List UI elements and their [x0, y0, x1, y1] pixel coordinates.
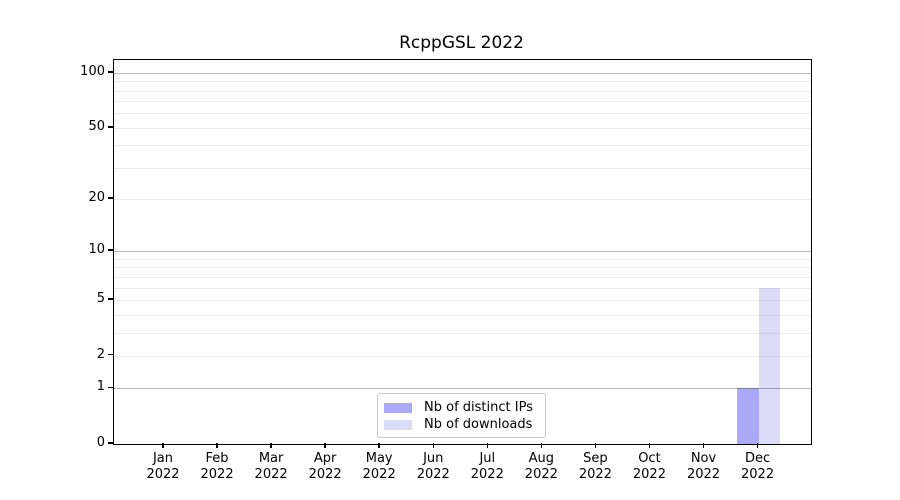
y-gridline-minor — [114, 127, 811, 129]
x-tick-label: May 2022 — [362, 451, 396, 482]
y-gridline-minor — [114, 113, 811, 115]
x-tick-label: Jul 2022 — [470, 451, 504, 482]
y-tick — [108, 442, 113, 444]
y-gridline-minor — [114, 101, 811, 103]
x-tick — [378, 443, 380, 448]
y-gridline-major — [114, 251, 811, 253]
x-tick-label: Oct 2022 — [632, 451, 666, 482]
plot-area — [113, 59, 812, 445]
y-tick-label: 100 — [80, 63, 105, 79]
x-tick-label: Jun 2022 — [416, 451, 450, 482]
y-gridline-minor — [114, 145, 811, 147]
x-tick-label: Nov 2022 — [686, 451, 721, 482]
x-tick-label: Mar 2022 — [254, 451, 288, 482]
legend-swatch-distinct-ips-icon — [384, 402, 412, 413]
x-tick — [540, 443, 543, 448]
legend-row-distinct-ips: Nb of distinct IPs — [384, 399, 537, 416]
x-tick — [162, 443, 164, 448]
y-tick — [108, 71, 113, 73]
x-tick — [648, 443, 651, 448]
legend: Nb of distinct IPs Nb of downloads — [377, 393, 546, 438]
x-tick — [486, 443, 489, 448]
x-tick-label: Dec 2022 — [741, 451, 775, 482]
x-tick-label: Aug 2022 — [524, 451, 558, 482]
y-tick — [108, 353, 113, 356]
legend-label-downloads: Nb of downloads — [424, 417, 533, 432]
x-tick — [702, 443, 705, 448]
x-tick — [270, 443, 272, 448]
legend-row-downloads: Nb of downloads — [384, 416, 537, 433]
y-tick-label: 0 — [96, 435, 105, 450]
y-tick-label: 1 — [96, 379, 105, 395]
legend-label-distinct-ips: Nb of distinct IPs — [424, 400, 533, 415]
x-tick — [594, 443, 597, 448]
y-tick-label: 5 — [96, 290, 105, 306]
y-gridline-minor — [114, 332, 811, 334]
y-gridline-major — [114, 388, 811, 390]
y-gridline-minor — [114, 276, 811, 278]
y-gridline-minor — [114, 355, 811, 357]
y-tick — [108, 249, 113, 251]
y-tick — [108, 386, 113, 389]
y-tick-label: 2 — [96, 346, 105, 362]
y-gridline-minor — [114, 167, 811, 169]
x-tick-label: Apr 2022 — [308, 451, 342, 482]
x-tick — [324, 443, 326, 448]
y-gridline-minor — [114, 299, 811, 301]
y-gridline-minor — [114, 90, 811, 92]
y-gridline-minor — [114, 258, 811, 260]
bar-distinct-ips — [737, 388, 759, 444]
x-tick-label: Feb 2022 — [200, 451, 234, 482]
y-tick — [108, 197, 113, 199]
bar-downloads — [758, 287, 781, 444]
y-gridline-minor — [114, 267, 811, 269]
legend-swatch-downloads-icon — [384, 419, 412, 430]
x-tick — [432, 443, 434, 448]
x-tick — [216, 443, 218, 448]
y-tick — [108, 298, 113, 300]
x-tick — [756, 443, 759, 448]
y-gridline-minor — [114, 81, 811, 83]
y-gridline-minor — [114, 199, 811, 201]
y-tick-label: 50 — [88, 118, 105, 134]
y-tick-label: 10 — [88, 242, 105, 258]
x-tick-label: Jan 2022 — [146, 451, 180, 482]
y-tick — [108, 126, 113, 128]
y-gridline-minor — [114, 287, 811, 289]
y-gridline-major — [114, 72, 811, 74]
y-tick-label: 20 — [88, 190, 105, 206]
x-tick-label: Sep 2022 — [578, 451, 612, 482]
chart-title: RcppGSL 2022 — [399, 33, 524, 53]
y-gridline-minor — [114, 314, 811, 316]
